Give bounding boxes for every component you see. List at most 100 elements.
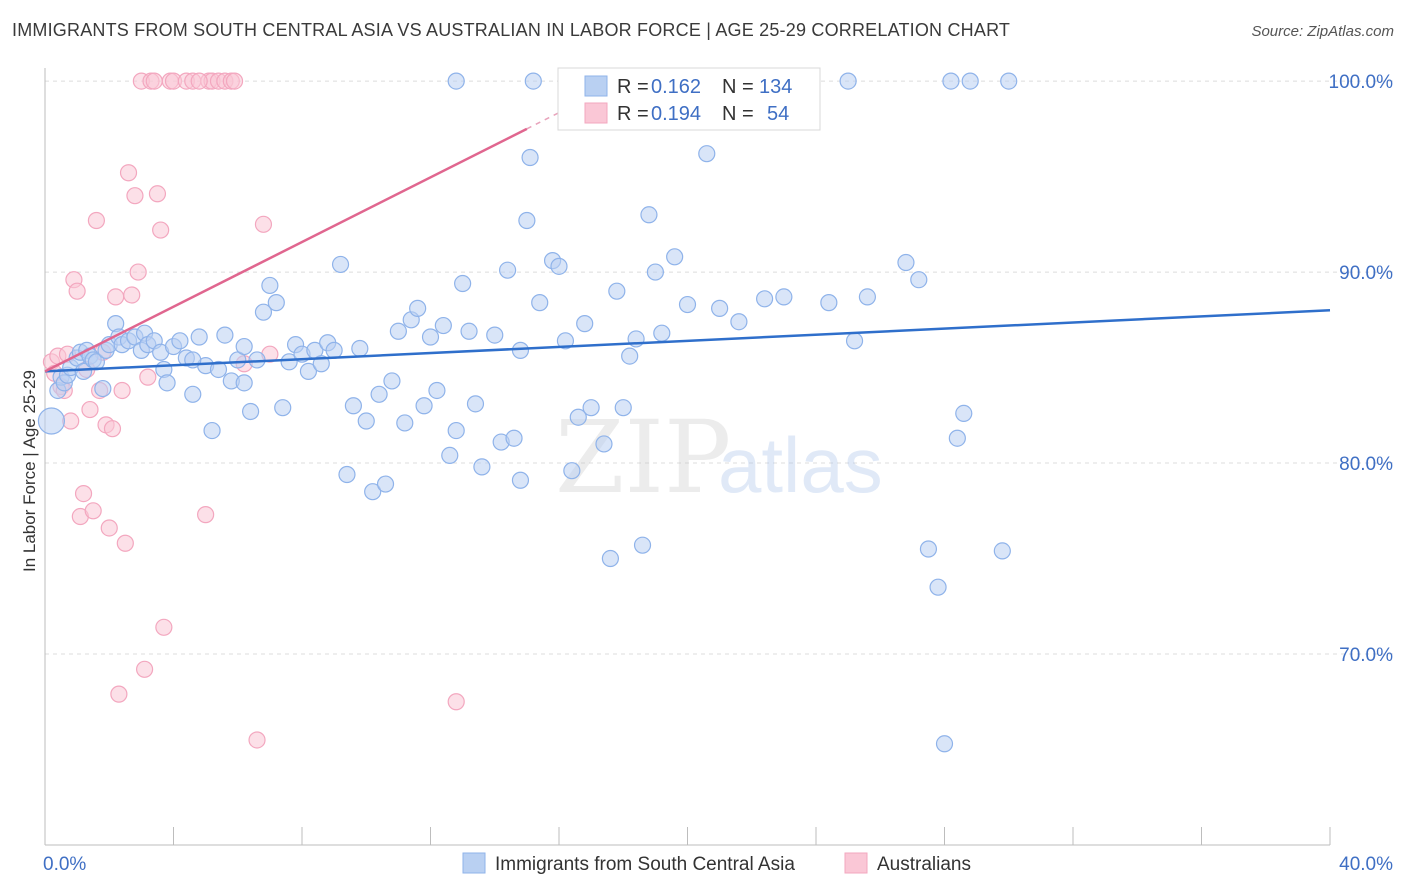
data-point-south-central-asia xyxy=(254,303,273,321)
data-point-south-central-asia xyxy=(235,374,253,392)
legend-n-label-2: N = xyxy=(722,103,754,125)
y-tick-label: 90.0% xyxy=(1339,263,1393,284)
data-point-south-central-asia xyxy=(190,328,208,346)
data-point-south-central-asia xyxy=(948,429,966,447)
data-point-australians xyxy=(87,211,106,230)
data-point-south-central-asia xyxy=(242,402,260,421)
data-point-australians xyxy=(197,506,215,524)
watermark: ZIP atlas xyxy=(555,399,883,516)
data-point-australians xyxy=(81,400,99,419)
data-point-south-central-asia xyxy=(209,360,228,379)
data-point-australians xyxy=(119,164,138,182)
data-point-south-central-asia xyxy=(511,471,530,489)
data-point-south-central-asia xyxy=(274,399,292,417)
data-point-south-central-asia xyxy=(171,332,189,350)
data-point-south-central-asia xyxy=(531,294,549,312)
legend-swatch-blue xyxy=(584,75,608,97)
data-point-south-central-asia xyxy=(447,72,465,90)
data-point-australians xyxy=(447,693,465,711)
data-point-south-central-asia xyxy=(858,288,877,306)
legend-n-value-2: 54 xyxy=(767,103,789,125)
data-point-south-central-asia xyxy=(608,282,626,300)
axes xyxy=(44,68,1331,846)
data-point-australians xyxy=(152,221,170,239)
data-point-south-central-asia xyxy=(376,475,395,493)
data-point-south-central-asia xyxy=(235,337,253,356)
data-point-south-central-asia xyxy=(839,72,857,90)
data-point-south-central-asia xyxy=(755,290,774,308)
data-point-south-central-asia xyxy=(993,542,1011,560)
data-point-south-central-asia xyxy=(666,248,684,266)
legend-r-label-2: R = xyxy=(617,103,649,125)
data-point-south-central-asia xyxy=(582,399,600,417)
data-point-south-central-asia xyxy=(267,294,285,312)
data-point-australians xyxy=(190,72,208,90)
legend-n-value-1: 134 xyxy=(759,76,792,98)
data-point-south-central-asia xyxy=(614,399,632,417)
data-point-south-central-asia xyxy=(511,341,530,359)
data-point-south-central-asia xyxy=(415,397,433,415)
data-point-south-central-asia xyxy=(576,315,594,333)
bottom-legend-swatch-pink xyxy=(844,852,868,874)
y-tick-labels: 70.0% 80.0% 90.0% 100.0% xyxy=(1329,72,1394,666)
y-tick-label: 70.0% xyxy=(1339,645,1393,666)
series-south-central-asia xyxy=(37,72,1018,753)
data-point-south-central-asia xyxy=(1000,72,1018,90)
watermark-atlas: atlas xyxy=(718,421,883,509)
data-point-australians xyxy=(139,368,157,386)
data-point-south-central-asia xyxy=(216,326,234,344)
data-point-south-central-asia xyxy=(441,446,459,465)
x-tick-label: 0.0% xyxy=(43,854,86,875)
data-point-south-central-asia xyxy=(409,299,427,317)
data-point-australians xyxy=(129,263,147,281)
legend-n-label-1: N = xyxy=(722,76,754,98)
data-point-south-central-asia xyxy=(518,211,536,230)
data-point-south-central-asia xyxy=(499,261,517,279)
data-point-south-central-asia xyxy=(942,72,960,90)
data-point-australians xyxy=(148,185,167,203)
data-point-south-central-asia xyxy=(421,328,440,346)
data-point-south-central-asia xyxy=(919,540,938,558)
legend-swatch-pink xyxy=(584,102,608,124)
data-point-australians xyxy=(116,534,134,552)
data-point-south-central-asia xyxy=(621,347,639,365)
data-point-australians xyxy=(126,187,144,205)
x-tick-labels: 0.0% 40.0% xyxy=(43,854,1393,875)
data-point-south-central-asia xyxy=(595,435,613,453)
data-point-south-central-asia xyxy=(351,339,369,358)
data-point-south-central-asia xyxy=(338,465,356,484)
data-point-australians xyxy=(155,618,173,636)
data-point-south-central-asia xyxy=(653,324,671,342)
data-point-australians xyxy=(107,288,125,306)
data-point-australians xyxy=(225,72,244,90)
bottom-legend-swatch-blue xyxy=(462,852,486,874)
data-point-south-central-asia xyxy=(845,332,864,350)
data-point-south-central-asia xyxy=(37,407,66,435)
chart-title: IMMIGRANTS FROM SOUTH CENTRAL ASIA VS AU… xyxy=(12,20,1011,40)
data-point-australians xyxy=(110,685,128,703)
source-label: Source: ZipAtlas.com xyxy=(1251,23,1394,40)
data-point-australians xyxy=(135,660,154,678)
data-point-south-central-asia xyxy=(486,326,504,344)
data-point-south-central-asia xyxy=(460,322,478,340)
data-point-south-central-asia xyxy=(466,395,485,413)
data-point-south-central-asia xyxy=(698,145,716,163)
data-point-south-central-asia xyxy=(473,458,491,476)
data-point-south-central-asia xyxy=(929,578,947,596)
data-point-south-central-asia xyxy=(730,313,748,331)
data-point-south-central-asia xyxy=(434,316,452,335)
data-point-australians xyxy=(248,731,266,749)
bottom-legend: Immigrants from South Central Asia Austr… xyxy=(462,852,971,875)
data-point-south-central-asia xyxy=(955,404,973,422)
data-point-south-central-asia xyxy=(364,483,382,501)
data-point-south-central-asia xyxy=(910,271,928,289)
data-point-south-central-asia xyxy=(383,372,401,390)
data-point-south-central-asia xyxy=(935,735,954,753)
data-point-south-central-asia xyxy=(299,362,318,380)
y-axis-label: In Labor Force | Age 25-29 xyxy=(20,370,39,572)
data-point-south-central-asia xyxy=(775,288,793,306)
data-point-south-central-asia xyxy=(711,299,729,317)
trend-line-australians xyxy=(44,127,528,373)
data-point-australians xyxy=(84,502,102,520)
data-point-south-central-asia xyxy=(640,206,658,224)
